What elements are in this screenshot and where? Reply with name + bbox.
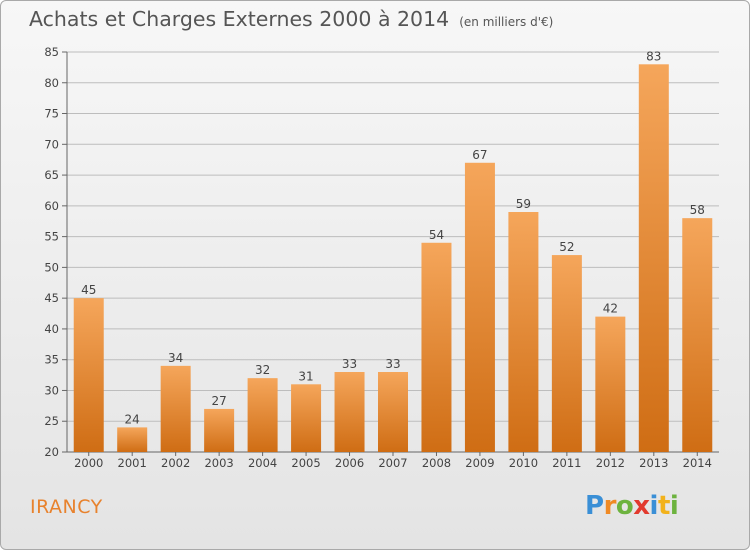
bar-2006 bbox=[334, 372, 365, 452]
x-tick-label: 2013 bbox=[639, 456, 668, 470]
bar-2007 bbox=[378, 372, 408, 452]
x-tick-label: 2009 bbox=[465, 456, 494, 470]
y-tick-label: 35 bbox=[44, 353, 59, 367]
bar-2004 bbox=[247, 378, 278, 452]
y-tick-label: 75 bbox=[44, 107, 59, 121]
proxiti-logo[interactable]: Proxiti bbox=[585, 491, 679, 521]
x-tick-label: 2010 bbox=[509, 456, 538, 470]
logo-letter: P bbox=[585, 491, 604, 521]
bar-2001 bbox=[117, 427, 148, 452]
y-tick-label: 50 bbox=[44, 260, 59, 274]
y-tick-label: 85 bbox=[44, 45, 59, 59]
x-tick-label: 2011 bbox=[552, 456, 581, 470]
bar-2005 bbox=[291, 384, 322, 452]
data-label: 42 bbox=[603, 302, 618, 316]
logo-letter: i bbox=[649, 491, 659, 521]
chart-title: Achats et Charges Externes 2000 à 2014 (e… bbox=[29, 7, 553, 31]
bar-2011 bbox=[551, 255, 582, 452]
bar-2010 bbox=[508, 212, 539, 452]
logo-letter: o bbox=[615, 491, 634, 521]
y-tick-label: 55 bbox=[44, 230, 59, 244]
x-tick-label: 2000 bbox=[74, 456, 103, 470]
bar-2012 bbox=[595, 316, 626, 452]
bar-2008 bbox=[421, 242, 452, 452]
y-tick-label: 40 bbox=[44, 322, 59, 336]
data-label: 52 bbox=[559, 240, 574, 254]
y-tick-label: 45 bbox=[44, 291, 59, 305]
x-tick-label: 2014 bbox=[683, 456, 712, 470]
commune-name: IRANCY bbox=[30, 496, 103, 518]
data-label: 83 bbox=[646, 49, 661, 63]
y-tick-label: 80 bbox=[44, 76, 59, 90]
data-label: 67 bbox=[472, 148, 487, 162]
x-tick-label: 2004 bbox=[248, 456, 277, 470]
data-label: 59 bbox=[516, 197, 531, 211]
y-tick-labels: 20 25 30 35 40 45 50 55 60 65 70 75 80 85 bbox=[44, 45, 59, 459]
bar-2003 bbox=[204, 408, 235, 452]
y-tick-label: 25 bbox=[44, 414, 59, 428]
logo-letter: r bbox=[603, 491, 617, 521]
data-label: 45 bbox=[81, 283, 96, 297]
x-tick-labels: 2000 2001 2002 2003 2004 2005 2006 2007 2008 2009… bbox=[74, 456, 712, 470]
chart-subtitle: (en milliers d'€) bbox=[459, 15, 554, 29]
y-tick-label: 60 bbox=[44, 199, 59, 213]
x-tick-label: 2012 bbox=[596, 456, 625, 470]
y-tick-label: 70 bbox=[44, 137, 59, 151]
x-tick-label: 2001 bbox=[118, 456, 147, 470]
x-tick-label: 2002 bbox=[161, 456, 190, 470]
x-tick-label: 2006 bbox=[335, 456, 364, 470]
bars bbox=[73, 64, 713, 453]
data-label: 32 bbox=[255, 363, 270, 377]
data-labels: 45 24 34 27 32 31 33 33 54 67 59 52 42 83 58 bbox=[81, 49, 705, 426]
y-tick-label: 20 bbox=[44, 445, 59, 459]
y-tick-label: 65 bbox=[44, 168, 59, 182]
x-tick-label: 2007 bbox=[378, 456, 407, 470]
bar-2014 bbox=[682, 218, 713, 452]
data-label: 33 bbox=[385, 357, 400, 371]
bar-2002 bbox=[160, 365, 191, 452]
data-label: 58 bbox=[690, 203, 705, 217]
data-label: 31 bbox=[298, 369, 313, 383]
x-tick-label: 2005 bbox=[291, 456, 320, 470]
bar-2013 bbox=[638, 64, 669, 453]
y-tick-label: 30 bbox=[44, 383, 59, 397]
x-tick-label: 2008 bbox=[422, 456, 451, 470]
chart-title-text: Achats et Charges Externes 2000 à 2014 bbox=[29, 7, 450, 31]
x-tick-label: 2003 bbox=[204, 456, 233, 470]
bar-2000 bbox=[73, 298, 104, 452]
data-label: 33 bbox=[342, 357, 357, 371]
data-label: 27 bbox=[211, 394, 226, 408]
bar-2009 bbox=[464, 162, 495, 452]
data-label: 54 bbox=[429, 228, 444, 242]
data-label: 24 bbox=[125, 412, 140, 426]
logo-letter: x bbox=[633, 491, 650, 521]
logo-letter: i bbox=[669, 491, 679, 521]
logo-letter: t bbox=[657, 491, 670, 521]
data-label: 34 bbox=[168, 351, 183, 365]
